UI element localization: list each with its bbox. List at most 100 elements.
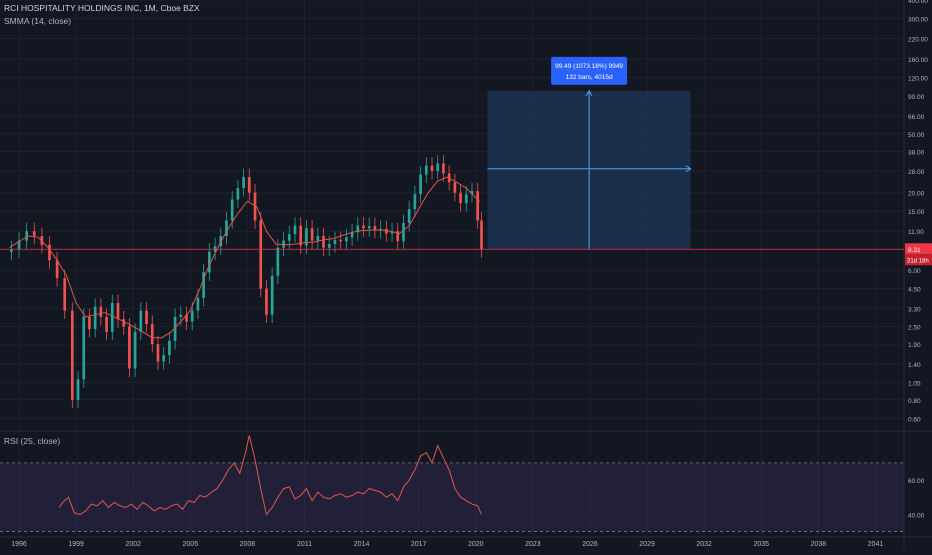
y-tick-label: 90.00 <box>908 94 925 101</box>
rsi-indicator-label[interactable]: RSI (25, close) <box>4 436 61 446</box>
candle-body <box>185 314 188 322</box>
y-tick-label: 11.00 <box>908 229 924 236</box>
candle-body <box>316 236 320 241</box>
smma-line <box>9 176 480 339</box>
y-tick-label: 4.50 <box>908 287 921 294</box>
candle-body <box>322 236 325 248</box>
candle-body <box>464 194 468 204</box>
candle-body <box>145 310 148 324</box>
x-tick-label: 2026 <box>582 541 598 548</box>
x-tick-label: 2005 <box>183 541 199 548</box>
candle-body <box>70 310 74 400</box>
candle-body <box>270 275 274 315</box>
y-tick-label: 220.00 <box>908 36 928 43</box>
candle-body <box>299 225 303 246</box>
candle-body <box>40 236 44 245</box>
y-tick-label: 120.00 <box>908 75 928 82</box>
candle-body <box>367 226 371 229</box>
y-tick-label: 1.40 <box>908 362 921 369</box>
candle-body <box>476 191 480 221</box>
projection-label-line2: 132 bars, 4015d <box>566 74 613 81</box>
x-tick-label: 2032 <box>696 541 712 548</box>
countdown-tag <box>905 254 932 266</box>
candle-body <box>63 278 67 311</box>
rsi-tick-label: 60.00 <box>908 478 925 485</box>
candle-body <box>162 355 166 362</box>
y-tick-label: 0.80 <box>908 398 921 405</box>
candle-body <box>453 182 457 193</box>
y-tick-label: 300.00 <box>908 17 928 24</box>
x-tick-label: 2011 <box>297 541 312 548</box>
x-tick-label: 2014 <box>354 541 370 548</box>
arrow-head-up-icon <box>585 89 593 97</box>
candle-body <box>122 319 126 327</box>
candle-body <box>179 314 183 317</box>
y-tick-label: 1.05 <box>908 380 921 387</box>
x-tick-label: 2035 <box>753 541 769 548</box>
grid-lines <box>0 0 904 535</box>
x-tick-label: 1999 <box>68 541 84 548</box>
candle-body <box>116 303 120 320</box>
x-tick-label: 2002 <box>125 541 141 548</box>
y-tick-label: 28.00 <box>908 169 925 176</box>
y-tick-label: 66.00 <box>908 114 925 121</box>
candle-body <box>339 239 342 242</box>
x-tick-label: 2023 <box>525 541 541 548</box>
y-tick-label: 38.00 <box>908 149 925 156</box>
candle-body <box>93 306 97 330</box>
candle-body <box>242 177 245 189</box>
candle-body <box>17 240 21 250</box>
rsi-series-line <box>58 435 482 516</box>
candle-body <box>430 165 434 172</box>
x-tick-label: 2038 <box>811 541 827 548</box>
candle-body <box>480 220 483 250</box>
smma-indicator-label[interactable]: SMMA (14, close) <box>4 16 72 26</box>
projection-label-box <box>551 56 628 85</box>
candle-body <box>253 192 257 221</box>
candle-body <box>76 379 80 400</box>
candle-body <box>402 222 405 242</box>
candle-body <box>48 244 51 261</box>
candle-body <box>356 225 360 233</box>
candle-body <box>25 231 28 241</box>
candle-body <box>265 288 268 315</box>
candle-body <box>459 192 462 204</box>
candle-body <box>413 194 417 210</box>
candle-body <box>419 174 422 195</box>
y-tick-label: 1.90 <box>908 342 921 349</box>
candle-body <box>139 310 143 332</box>
symbol-title[interactable]: RCI HOSPITALITY HOLDINGS INC, 1M, Cboe B… <box>4 3 200 13</box>
candle-body <box>293 225 297 235</box>
candle-body <box>208 251 211 273</box>
candle-body <box>379 228 382 231</box>
candle-body <box>110 303 114 332</box>
candle-body <box>156 344 160 362</box>
candle-body <box>247 177 251 193</box>
candle-body <box>168 340 171 356</box>
candle-body <box>105 316 108 332</box>
y-tick-label: 0.60 <box>908 416 921 423</box>
candle-body <box>88 316 91 330</box>
projection-box[interactable]: 99.49 (1073.18%) 9949 132 bars, 4015d <box>487 56 692 250</box>
candle-body <box>436 163 440 172</box>
candle-body <box>424 165 428 175</box>
x-tick-label: 2017 <box>411 541 427 548</box>
candle-body <box>10 249 13 252</box>
rsi-line <box>58 435 482 516</box>
candle-body <box>350 232 354 238</box>
y-tick-label: 400.00 <box>908 0 928 5</box>
smma-series-line <box>9 176 480 339</box>
x-tick-label: 2041 <box>868 541 884 548</box>
rsi-band <box>0 462 904 532</box>
countdown-value: 31d 18h <box>907 258 929 264</box>
arrow-head-right-icon <box>685 165 692 173</box>
x-tick-label: 2008 <box>240 541 256 548</box>
last-price-tag <box>905 243 932 255</box>
y-tick-label: 20.00 <box>908 191 925 198</box>
candle-body <box>373 226 377 231</box>
x-tick-label: 1996 <box>11 541 27 548</box>
candle-body <box>128 326 131 369</box>
